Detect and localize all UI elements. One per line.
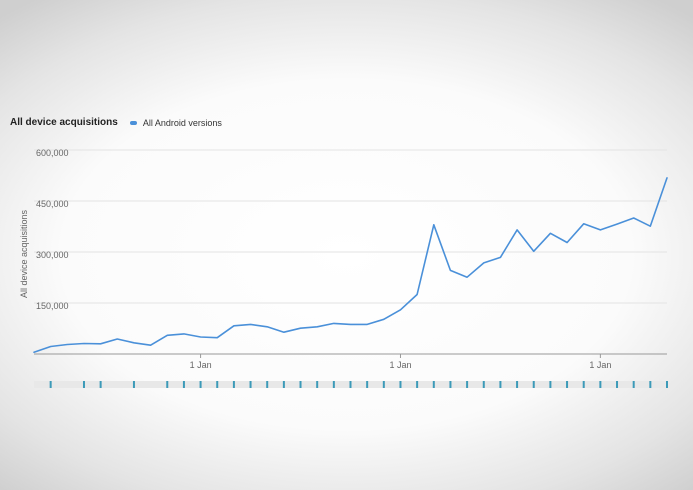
data-point	[149, 344, 152, 347]
scrubber-mark[interactable]	[366, 381, 369, 388]
data-point	[499, 256, 502, 259]
data-point	[32, 351, 35, 354]
scrubber-mark[interactable]	[582, 381, 585, 388]
data-point	[565, 241, 568, 244]
y-axis-title: All device acquisitions	[19, 209, 29, 298]
scrubber-mark[interactable]	[349, 381, 352, 388]
scrubber-mark[interactable]	[666, 381, 668, 388]
data-point	[299, 327, 302, 330]
scrubber-mark[interactable]	[649, 381, 652, 388]
data-point	[182, 332, 185, 335]
data-point	[232, 324, 235, 327]
data-point	[599, 228, 602, 231]
data-point	[482, 261, 485, 264]
legend-swatch	[129, 120, 137, 125]
gridlines	[34, 149, 667, 304]
data-point	[199, 335, 202, 338]
chart-header: All device acquisitions All Android vers…	[10, 117, 222, 128]
scrubber-mark[interactable]	[632, 381, 635, 388]
data-point	[466, 276, 469, 279]
y-tick-label: 600,000	[36, 148, 69, 158]
data-point	[282, 331, 285, 334]
scrubber-mark[interactable]	[166, 381, 169, 388]
data-point	[166, 334, 169, 337]
data-point	[82, 342, 85, 345]
timeline-scrubber[interactable]	[34, 381, 668, 388]
scrubber-mark[interactable]	[299, 381, 302, 388]
data-point	[249, 323, 252, 326]
scrubber-mark[interactable]	[499, 381, 502, 388]
scrubber-mark[interactable]	[232, 381, 235, 388]
data-point	[366, 323, 369, 326]
x-tick-labels: 1 Jan 1 Jan 1 Jan	[190, 354, 611, 370]
scrubber-mark[interactable]	[566, 381, 569, 388]
data-point	[216, 336, 219, 339]
chart-title: All device acquisitions	[10, 117, 118, 128]
x-tick-label: 1 Jan	[589, 360, 611, 370]
data-point	[582, 222, 585, 225]
data-point	[399, 308, 402, 311]
data-point	[632, 216, 635, 219]
data-point	[66, 343, 69, 346]
scrubber-mark[interactable]	[182, 381, 185, 388]
scrubber-mark[interactable]	[432, 381, 435, 388]
data-point	[532, 250, 535, 253]
scrubber-mark[interactable]	[199, 381, 202, 388]
scrubber-mark[interactable]	[599, 381, 602, 388]
x-tick-label: 1 Jan	[389, 360, 411, 370]
data-point	[665, 176, 668, 179]
scrubber-mark[interactable]	[382, 381, 385, 388]
legend[interactable]: All Android versions	[129, 117, 222, 128]
data-point	[349, 323, 352, 326]
scrubber-mark[interactable]	[399, 381, 402, 388]
data-point	[116, 337, 119, 340]
scrubber-mark[interactable]	[532, 381, 535, 388]
scrubber-mark[interactable]	[482, 381, 485, 388]
data-point	[132, 341, 135, 344]
data-point	[49, 345, 52, 348]
data-point	[649, 225, 652, 228]
data-point	[515, 228, 518, 231]
scrubber-mark[interactable]	[82, 381, 85, 388]
scrubber-mark[interactable]	[49, 381, 52, 388]
series-line	[33, 177, 668, 354]
data-point	[266, 325, 269, 328]
data-point	[549, 232, 552, 235]
scrubber-mark[interactable]	[416, 381, 419, 388]
scrubber-mark[interactable]	[249, 381, 252, 388]
scrubber-mark[interactable]	[266, 381, 269, 388]
scrubber-mark[interactable]	[216, 381, 219, 388]
data-point	[432, 223, 435, 226]
data-point	[615, 223, 618, 226]
scrubber-mark[interactable]	[316, 381, 319, 388]
scrubber-mark[interactable]	[616, 381, 619, 388]
scrubber-mark[interactable]	[549, 381, 552, 388]
data-point	[449, 269, 452, 272]
data-point	[416, 293, 419, 296]
scrubber-mark[interactable]	[99, 381, 102, 388]
scrubber-mark[interactable]	[516, 381, 519, 388]
data-point	[382, 318, 385, 321]
y-tick-labels: 150,000 300,000 450,000 600,000	[36, 148, 69, 311]
scrubber-mark[interactable]	[466, 381, 469, 388]
scrubber-mark[interactable]	[132, 381, 135, 388]
scrubber-mark[interactable]	[449, 381, 452, 388]
data-point	[316, 325, 319, 328]
y-tick-label: 450,000	[36, 199, 69, 209]
x-tick-label: 1 Jan	[190, 360, 212, 370]
y-tick-label: 150,000	[36, 301, 69, 311]
series-layer	[32, 176, 668, 354]
data-point	[99, 342, 102, 345]
y-tick-label: 300,000	[36, 250, 69, 260]
scrubber-mark[interactable]	[282, 381, 285, 388]
scrubber-mark[interactable]	[332, 381, 335, 388]
legend-label: All Android versions	[142, 117, 222, 128]
data-point	[332, 322, 335, 325]
